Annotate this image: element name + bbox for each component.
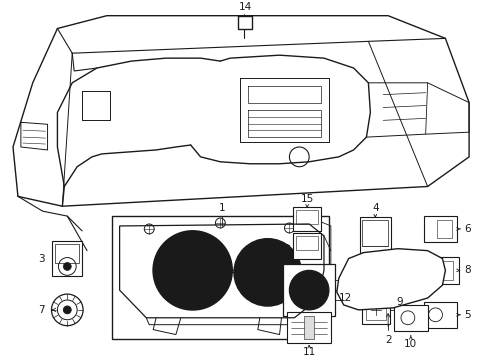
- Text: 5: 5: [463, 310, 470, 320]
- FancyBboxPatch shape: [52, 241, 82, 276]
- FancyBboxPatch shape: [359, 217, 390, 280]
- Text: 15: 15: [300, 194, 313, 204]
- FancyBboxPatch shape: [362, 296, 389, 324]
- FancyBboxPatch shape: [443, 261, 452, 280]
- Text: 9: 9: [395, 297, 402, 307]
- FancyBboxPatch shape: [399, 257, 458, 284]
- FancyBboxPatch shape: [430, 261, 440, 280]
- Circle shape: [63, 262, 71, 270]
- FancyBboxPatch shape: [393, 305, 427, 330]
- Circle shape: [306, 288, 311, 293]
- FancyBboxPatch shape: [404, 261, 414, 280]
- FancyBboxPatch shape: [423, 302, 456, 328]
- Text: 13: 13: [271, 241, 284, 251]
- FancyBboxPatch shape: [296, 210, 317, 224]
- FancyBboxPatch shape: [111, 216, 328, 339]
- Text: 12: 12: [338, 293, 351, 303]
- FancyBboxPatch shape: [304, 316, 313, 339]
- Circle shape: [255, 261, 279, 284]
- FancyBboxPatch shape: [362, 252, 387, 271]
- Text: 3: 3: [38, 253, 44, 264]
- Circle shape: [187, 266, 197, 275]
- Circle shape: [289, 270, 328, 310]
- Text: 4: 4: [371, 203, 378, 213]
- FancyBboxPatch shape: [287, 312, 330, 343]
- FancyBboxPatch shape: [423, 216, 456, 242]
- FancyBboxPatch shape: [436, 220, 451, 238]
- Circle shape: [153, 231, 232, 310]
- FancyBboxPatch shape: [417, 261, 427, 280]
- Circle shape: [179, 257, 206, 284]
- Text: 1: 1: [219, 203, 225, 213]
- Text: 6: 6: [463, 224, 470, 234]
- Text: 14: 14: [238, 2, 251, 12]
- Circle shape: [63, 306, 71, 314]
- Text: 2: 2: [384, 334, 391, 345]
- FancyBboxPatch shape: [293, 207, 320, 231]
- Text: 8: 8: [463, 265, 470, 275]
- FancyBboxPatch shape: [296, 236, 317, 249]
- Text: 11: 11: [302, 347, 315, 357]
- FancyBboxPatch shape: [362, 220, 387, 246]
- Text: 7: 7: [38, 305, 44, 315]
- FancyBboxPatch shape: [366, 300, 386, 320]
- Circle shape: [234, 239, 301, 306]
- FancyBboxPatch shape: [293, 233, 320, 258]
- Text: 10: 10: [404, 339, 417, 350]
- FancyBboxPatch shape: [55, 244, 79, 264]
- Polygon shape: [336, 249, 445, 310]
- Circle shape: [263, 268, 271, 276]
- FancyBboxPatch shape: [283, 265, 334, 316]
